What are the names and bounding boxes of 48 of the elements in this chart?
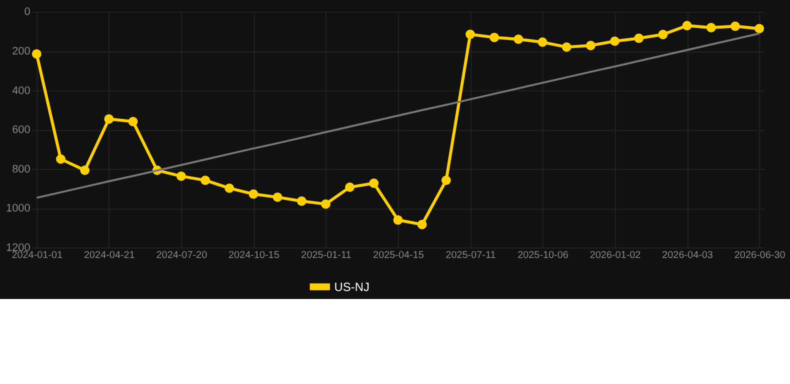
- point: [441, 176, 451, 186]
- point: [32, 49, 42, 59]
- x-tick-label: 2024-10-15: [228, 250, 280, 261]
- point: [321, 199, 330, 209]
- point: [514, 34, 524, 44]
- point: [706, 22, 716, 32]
- point: [176, 171, 186, 181]
- point: [272, 192, 282, 202]
- x-tick-label: 2026-04-03: [662, 250, 714, 261]
- point: [586, 40, 596, 50]
- point: [658, 30, 668, 40]
- point: [610, 36, 620, 46]
- point: [104, 114, 114, 124]
- y-tick-label: 0: [24, 6, 30, 18]
- point: [128, 116, 138, 126]
- point: [248, 189, 258, 199]
- point: [538, 37, 548, 47]
- point: [682, 20, 692, 30]
- point: [56, 154, 66, 164]
- y-tick-label: 1000: [6, 202, 30, 215]
- x-tick-label: 2024-01-01: [12, 250, 64, 261]
- y-tick-label: 600: [12, 124, 30, 136]
- y-tick-label: 800: [12, 163, 30, 176]
- point: [466, 30, 475, 40]
- point: [490, 32, 500, 42]
- x-tick-label: 2025-04-15: [373, 250, 424, 261]
- x-tick-label: 2025-10-06: [518, 250, 569, 261]
- point: [730, 22, 740, 31]
- point: [80, 166, 90, 175]
- x-tick-label: 2024-07-20: [156, 250, 208, 261]
- point: [224, 183, 234, 193]
- x-tick-label: 2026-06-30: [734, 250, 786, 261]
- point: [296, 196, 306, 206]
- point: [417, 220, 427, 230]
- legend-label: US-NJ: [334, 280, 370, 294]
- point: [754, 24, 764, 34]
- point: [345, 182, 355, 192]
- point: [634, 34, 644, 43]
- x-tick-label: 2024-04-21: [84, 250, 136, 261]
- y-tick-label: 200: [12, 45, 30, 58]
- y-tick-label: 400: [12, 84, 30, 97]
- x-tick-label: 2025-07-11: [446, 250, 496, 261]
- x-tick-label: 2025-01-11: [301, 250, 352, 261]
- point: [200, 176, 210, 186]
- point: [369, 178, 379, 188]
- x-tick-label: 2026-01-02: [590, 250, 642, 261]
- point: [562, 42, 572, 52]
- point: [393, 215, 403, 225]
